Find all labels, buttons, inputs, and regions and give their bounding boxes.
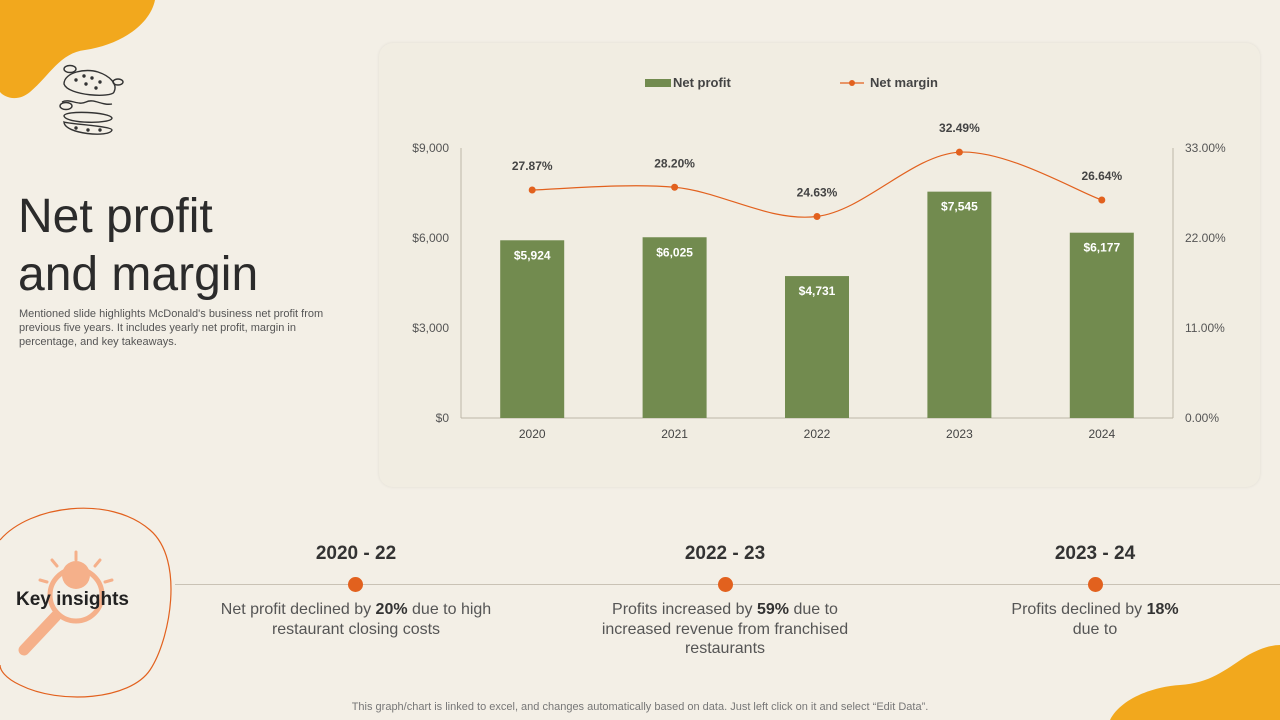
legend-label-net-profit: Net profit: [673, 75, 731, 90]
bar-data-label: $4,731: [799, 284, 836, 298]
point-net-margin: [671, 183, 679, 191]
bar-net-profit: [1069, 232, 1134, 418]
legend-label-net-margin: Net margin: [870, 75, 938, 90]
timeline-dot-3: [1088, 577, 1103, 592]
lightbulb-magnifier-icon: [18, 550, 114, 656]
title-line-2: and margin: [18, 248, 259, 301]
footnote: This graph/chart is linked to excel, and…: [351, 701, 929, 713]
timeline-desc-2: Profits increased by 59% due to increase…: [601, 601, 849, 657]
y-right-tick-label: 11.00%: [1185, 321, 1225, 335]
x-tick-label: 2021: [661, 427, 688, 441]
bar-data-label: $7,545: [941, 200, 978, 214]
net-profit-margin-chart[interactable]: $0 $3,000 $6,000 $9,000 0.00% 11.00% 22.00% 33.…: [379, 43, 1260, 487]
page-title: Net profit and margin: [18, 188, 338, 304]
timeline-dot-1: [348, 577, 363, 592]
line-data-label: 24.63%: [797, 185, 838, 199]
x-tick-label: 2022: [804, 427, 831, 441]
title-line-1: Net profit: [18, 190, 213, 243]
corner-blob-top-left: [0, 0, 155, 99]
bar-net-profit: [500, 240, 565, 418]
y-left-tick-label: $6,000: [412, 231, 449, 245]
x-tick-label: 2020: [519, 427, 546, 441]
bar-net-profit: [927, 191, 992, 418]
point-net-margin: [528, 186, 536, 194]
line-data-label: 28.20%: [654, 156, 695, 170]
y-left-tick-label: $3,000: [412, 321, 449, 335]
y-left-tick-label: $0: [436, 411, 450, 425]
bar-data-label: $5,924: [514, 248, 551, 262]
x-tick-label: 2024: [1088, 427, 1115, 441]
timeline-desc-1: Net profit declined by 20% due to high r…: [220, 601, 492, 638]
line-data-label: 27.87%: [512, 159, 553, 173]
line-data-label: 26.64%: [1081, 169, 1122, 183]
point-net-margin: [955, 148, 963, 156]
line-data-label: 32.49%: [939, 121, 980, 135]
key-insights-label: Key insights: [16, 589, 129, 610]
timeline-dot-2: [718, 577, 733, 592]
burger-icon: [59, 64, 124, 135]
y-right-tick-label: 0.00%: [1185, 411, 1219, 425]
timeline-desc-3: Profits declined by 18% due to: [1011, 601, 1179, 638]
x-tick-label: 2023: [946, 427, 973, 441]
corner-blob-bottom-right: [1110, 645, 1280, 720]
timeline-period-3: 2023 - 24: [1054, 543, 1136, 564]
insights-circle: [0, 507, 172, 698]
y-right-tick-label: 22.00%: [1185, 231, 1226, 245]
chart-card[interactable]: $0 $3,000 $6,000 $9,000 0.00% 11.00% 22.00% 33.…: [379, 43, 1260, 487]
timeline-period-2: 2022 - 23: [684, 543, 766, 564]
page-subtitle: Mentioned slide highlights McDonald's bu…: [19, 308, 324, 348]
bar-net-profit: [642, 237, 707, 418]
y-right-tick-label: 33.00%: [1185, 141, 1226, 155]
legend-swatch-net-profit: [645, 79, 671, 87]
timeline-period-1: 2020 - 22: [315, 543, 397, 564]
y-left-tick-label: $9,000: [412, 141, 449, 155]
point-net-margin: [1098, 196, 1106, 204]
bar-data-label: $6,025: [656, 245, 693, 259]
point-net-margin: [813, 212, 821, 220]
bar-net-profit: [785, 276, 849, 418]
legend-marker-net-margin: [849, 80, 855, 86]
bar-data-label: $6,177: [1083, 241, 1120, 255]
